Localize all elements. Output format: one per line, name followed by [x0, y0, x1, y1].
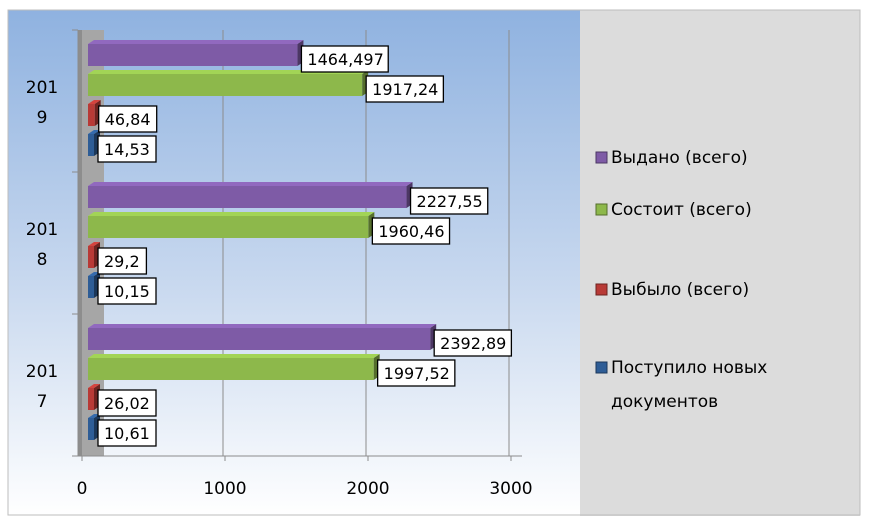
bar-top	[88, 40, 304, 44]
bar-top	[88, 272, 100, 276]
bar-top	[88, 182, 413, 186]
category-label-2017: 7	[37, 392, 48, 412]
bar-2019-2	[88, 74, 363, 96]
bar-2017-2	[88, 358, 374, 380]
bar-top	[88, 354, 380, 358]
data-label: 2392,89	[440, 334, 506, 353]
bar-2018-2	[88, 216, 369, 238]
bar-top	[88, 212, 375, 216]
category-label-2018: 201	[26, 220, 58, 240]
floor-edge	[78, 30, 82, 456]
bar-top	[88, 384, 100, 388]
legend-swatch	[595, 203, 608, 216]
bar-top	[88, 414, 100, 418]
data-label: 1464,497	[307, 50, 383, 69]
bar-2018-0	[88, 276, 94, 298]
legend-label: Поступило новых	[611, 358, 767, 378]
bar-2018-1	[88, 246, 94, 268]
data-label-box	[433, 329, 513, 357]
bar-top	[88, 242, 100, 246]
category-label-2019: 201	[26, 78, 58, 98]
data-label-box	[300, 45, 389, 73]
bar-top	[88, 70, 369, 74]
data-label: 29,2	[104, 252, 140, 271]
bar-2019-1	[88, 104, 95, 126]
data-label: 26,02	[104, 394, 150, 413]
bar-top	[88, 324, 437, 328]
bar-2017-0	[88, 418, 94, 440]
chart-border	[7, 9, 861, 516]
data-label: 14,53	[104, 140, 150, 159]
data-label-box	[409, 187, 489, 215]
x-tick-label: 1000	[203, 479, 246, 499]
data-label-box	[97, 135, 157, 163]
category-label-2017: 201	[26, 362, 58, 382]
data-label: 1960,46	[378, 222, 444, 241]
bar-2017-3	[88, 328, 431, 350]
bar-2019-0	[88, 134, 94, 156]
legend-swatch	[595, 361, 608, 374]
data-label-box	[365, 75, 445, 103]
data-label: 46,84	[105, 110, 151, 129]
data-label-box	[97, 389, 157, 417]
bar-2017-1	[88, 388, 94, 410]
legend-label: Выдано (всего)	[611, 148, 748, 168]
data-label: 10,15	[104, 282, 150, 301]
data-label-box	[97, 419, 157, 447]
category-label-2019: 9	[37, 108, 48, 128]
x-tick-label: 0	[77, 479, 88, 499]
data-label-box	[97, 277, 157, 305]
data-label: 2227,55	[417, 192, 483, 211]
legend-background	[580, 10, 860, 516]
data-label-box	[98, 105, 158, 133]
x-tick-label: 3000	[489, 479, 532, 499]
legend-swatch	[595, 151, 608, 164]
legend-label: документов	[611, 392, 718, 412]
x-tick-label: 2000	[346, 479, 389, 499]
bar-2018-3	[88, 186, 407, 208]
data-label-box	[371, 217, 451, 245]
data-label-box	[97, 247, 148, 275]
data-label: 10,61	[104, 424, 150, 443]
legend-label: Состоит (всего)	[611, 200, 752, 220]
legend-label: Выбыло (всего)	[611, 280, 749, 300]
bar-2019-3	[88, 44, 298, 66]
bar-top	[88, 130, 100, 134]
legend-swatch	[595, 283, 608, 296]
bar-top	[88, 100, 101, 104]
data-label: 1997,52	[384, 364, 450, 383]
data-label-box	[376, 359, 456, 387]
category-label-2018: 8	[37, 250, 48, 270]
data-label: 1917,24	[372, 80, 438, 99]
